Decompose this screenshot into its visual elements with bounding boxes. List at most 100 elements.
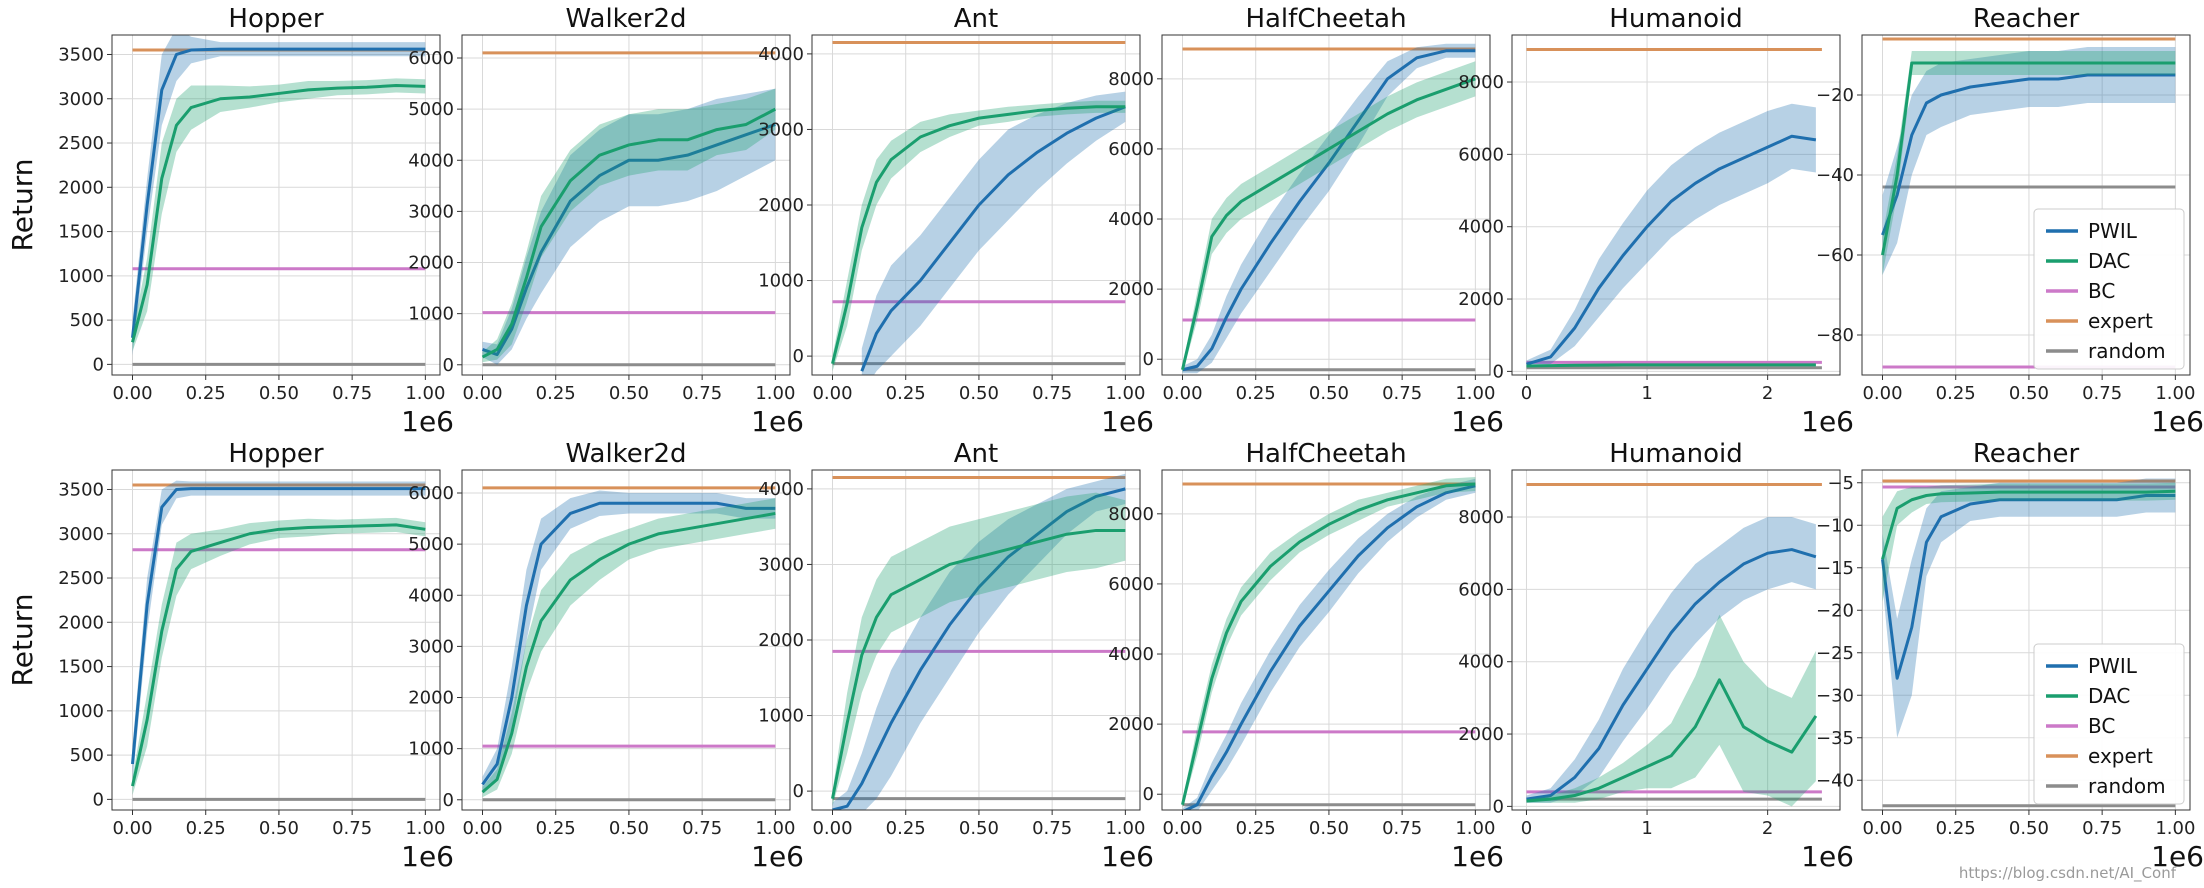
y-tick-label: −20	[1816, 85, 1854, 106]
y-tick-label: 2000	[1108, 714, 1154, 735]
subplot-title: Walker2d	[565, 4, 686, 34]
x-scale-label: 1e6	[1101, 405, 1154, 438]
subplot-title: HalfCheetah	[1245, 4, 1406, 34]
legend: PWIL DAC BC expert random	[2033, 643, 2185, 805]
dac-band	[482, 88, 776, 363]
dac-band	[1182, 61, 1476, 374]
x-tick-label: 0.00	[1862, 818, 1902, 839]
y-tick-label: 3500	[58, 479, 104, 500]
plot-area	[481, 486, 776, 802]
dac-band	[482, 498, 776, 798]
y-tick-label: 6000	[1458, 579, 1504, 600]
plot-area	[131, 480, 426, 801]
subplot-title: Reacher	[1973, 439, 2080, 469]
subplot-reacher-1: 0.00 0.25 0.50 0.75 1.00 −80 −60 −40 −20 1e6 Reach…	[1816, 4, 2204, 438]
y-tick-label: 6000	[1458, 144, 1504, 165]
axes-frame	[111, 34, 441, 376]
pwil-line	[1182, 484, 1476, 810]
y-tick-label: 3000	[58, 89, 104, 110]
x-tick-label: 0	[1521, 383, 1532, 404]
pwil-band	[1182, 43, 1476, 374]
y-tick-label: 0	[93, 354, 104, 375]
axes-frame	[1161, 34, 1491, 376]
x-tick-label: 2	[1762, 818, 1773, 839]
y-tick-label: 2000	[758, 195, 804, 216]
legend-box	[2033, 208, 2185, 370]
x-tick-label: 1.00	[1455, 383, 1495, 404]
y-tick-label: 2000	[408, 253, 454, 274]
subplot-title: Walker2d	[565, 439, 686, 469]
y-tick-label: −15	[1816, 558, 1854, 579]
y-axis-title-row-1: Return	[6, 159, 39, 252]
subplot-title: Reacher	[1973, 4, 2080, 34]
x-tick-label: 1.00	[405, 383, 445, 404]
pwil-band	[482, 88, 776, 365]
x-tick-label: 0.25	[186, 383, 226, 404]
plot-area	[1881, 478, 2176, 808]
pwil-line	[860, 105, 1126, 372]
subplot-reacher-2: 0.00 0.25 0.50 0.75 1.00 −40 −35 −30 −25 −20 −15 −1…	[1816, 439, 2204, 873]
legend-label-BC: BC	[2088, 279, 2115, 303]
y-tick-label: 500	[70, 310, 104, 331]
y-tick-label: 0	[93, 789, 104, 810]
x-tick-label: 0.00	[1862, 383, 1902, 404]
x-tick-label: 0.00	[1162, 383, 1202, 404]
y-tick-label: 2000	[758, 630, 804, 651]
x-tick-label: 1.00	[2155, 818, 2195, 839]
pwil-line	[131, 487, 426, 765]
y-tick-label: 0	[1493, 361, 1504, 382]
y-tick-label: 1000	[408, 739, 454, 760]
x-tick-label: 1.00	[755, 818, 795, 839]
dac-band	[1882, 482, 2176, 602]
y-tick-label: 3500	[58, 44, 104, 65]
pwil-line	[1526, 548, 1817, 801]
y-tick-label: 8000	[1108, 69, 1154, 90]
x-tick-label: 0.25	[1936, 818, 1976, 839]
y-tick-label: 1000	[408, 304, 454, 325]
x-tick-label: 0.75	[2082, 818, 2122, 839]
y-tick-label: 4000	[758, 479, 804, 500]
pwil-band	[1882, 47, 2176, 275]
x-tick-label: 0.75	[1032, 818, 1072, 839]
dac-line	[131, 523, 426, 787]
y-axis-title-row-2: Return	[6, 594, 39, 687]
y-tick-label: 4000	[1458, 652, 1504, 673]
dac-line	[1526, 363, 1816, 368]
pwil-line	[1881, 73, 2176, 236]
y-tick-label: 4000	[1108, 209, 1154, 230]
y-tick-label: 4000	[408, 150, 454, 171]
x-scale-label: 1e6	[401, 405, 454, 438]
dac-line	[481, 107, 777, 359]
x-tick-label: 1.00	[1455, 818, 1495, 839]
y-tick-label: 500	[70, 745, 104, 766]
dac-line	[1181, 77, 1476, 371]
x-tick-label: 0.25	[886, 818, 926, 839]
legend-label-expert: expert	[2088, 744, 2153, 768]
x-tick-label: 0.25	[1236, 818, 1276, 839]
dac-line	[1526, 678, 1818, 803]
x-tick-label: 1	[1641, 818, 1652, 839]
x-tick-label: 0.50	[959, 818, 999, 839]
subplot-title: Humanoid	[1609, 439, 1742, 469]
dac-line	[1181, 482, 1476, 806]
subplot-humanoid-2: 0 1 2 0 2000 4000 6000 8000 1e6 Humanoid	[1458, 439, 1854, 873]
pwil-line	[1881, 494, 2176, 680]
pwil-band	[1526, 103, 1816, 368]
subplot-humanoid-1: 0 1 2 0 2000 4000 6000 8000 1e6 Humanoid	[1458, 4, 1854, 438]
pwil-band	[861, 91, 1126, 375]
subplot-title: Hopper	[228, 439, 323, 469]
subplot-title: Ant	[954, 4, 998, 34]
pwil-line	[131, 47, 426, 338]
plot-area	[131, 35, 426, 366]
subplot-halfcheetah-2: 0.00 0.25 0.50 0.75 1.00020004000600080001e6…	[1108, 439, 1504, 873]
y-tick-label: 2000	[408, 688, 454, 709]
y-tick-label: −40	[1816, 770, 1854, 791]
pwil-band	[832, 473, 1126, 810]
y-tick-label: 0	[793, 346, 804, 367]
x-tick-label: 0.25	[886, 383, 926, 404]
x-scale-label: 1e6	[1801, 405, 1854, 438]
x-tick-label: 0.75	[332, 383, 372, 404]
x-scale-label: 1e6	[751, 405, 804, 438]
dac-line	[131, 83, 426, 343]
